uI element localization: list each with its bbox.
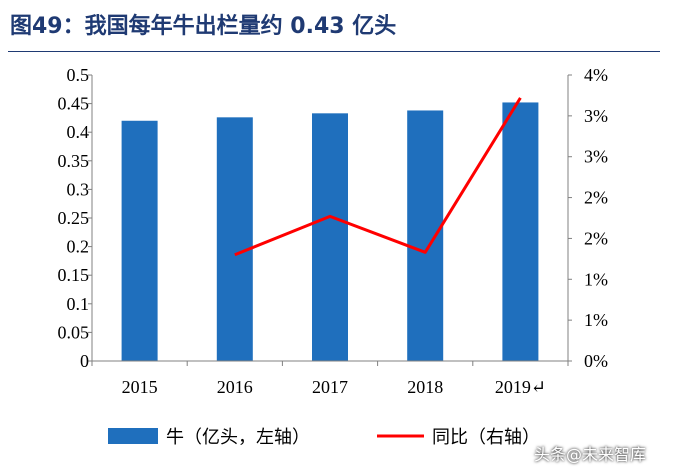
- legend-swatch-bar: [108, 428, 158, 444]
- watermark: 头条@未来智库: [534, 445, 647, 464]
- line-series: [234, 97, 522, 257]
- right-tick-label: 0%: [584, 351, 608, 371]
- right-tick-label: 1%: [584, 310, 608, 330]
- left-tick-label: 0.15: [58, 265, 90, 285]
- bar-2016: [216, 117, 253, 361]
- left-tick-label: 0.45: [58, 94, 90, 114]
- right-tick-label: 3%: [584, 147, 608, 167]
- left-tick-label: 0: [80, 351, 89, 371]
- x-tick-label: 2015: [122, 377, 158, 397]
- left-tick-label: 0.1: [67, 294, 90, 314]
- bar-2015: [121, 120, 158, 361]
- legend-label-bar: 牛（亿头，左轴）: [166, 427, 310, 448]
- yoy-line: [234, 97, 522, 257]
- bar-2018: [407, 110, 444, 362]
- x-tick-label: 2016: [217, 377, 253, 397]
- left-tick-label: 0.2: [67, 237, 90, 257]
- left-tick-label: 0.05: [58, 322, 90, 342]
- x-tick-label: 2018: [407, 377, 443, 397]
- right-tick-label: 2%: [584, 228, 608, 248]
- right-tick-label: 4%: [584, 65, 608, 85]
- left-tick-label: 0.25: [58, 208, 90, 228]
- bar-series: [121, 102, 539, 362]
- right-tick-label: 1%: [584, 269, 608, 289]
- left-tick-label: 0.5: [67, 65, 90, 85]
- axes: 0 0.05 0.1 0.15 0.2 0.25 0.3 0.35 0.4 0.45 0.5 0% 1%…: [58, 65, 609, 397]
- title-divider: [8, 51, 660, 52]
- x-tick-label: 2019↵: [495, 377, 546, 397]
- bar-2017: [312, 113, 348, 361]
- bar-2019: [502, 102, 539, 362]
- legend: 牛（亿头，左轴） 同比（右轴）: [108, 427, 540, 448]
- right-tick-label: 3%: [584, 106, 608, 126]
- chart-title: 图49：我国每年牛出栏量约 0.43 亿头: [10, 14, 397, 39]
- left-tick-label: 0.35: [58, 151, 90, 171]
- left-tick-label: 0.3: [67, 179, 90, 199]
- left-tick-label: 0.4: [67, 122, 90, 142]
- right-tick-label: 2%: [584, 188, 608, 208]
- legend-label-line: 同比（右轴）: [432, 427, 540, 448]
- x-tick-label: 2017: [312, 377, 348, 397]
